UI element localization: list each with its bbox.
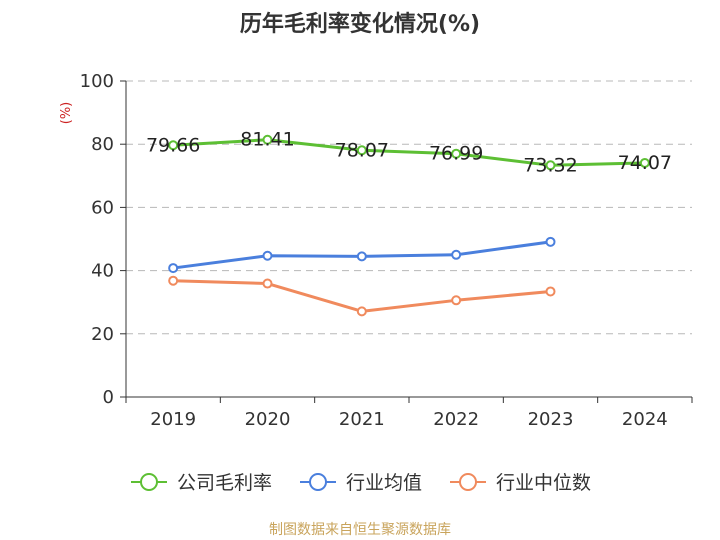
x-tick-label: 2021 — [339, 409, 385, 430]
data-point — [545, 236, 556, 247]
x-tick-label: 2020 — [245, 409, 291, 430]
data-point — [168, 275, 179, 286]
data-point — [356, 145, 367, 156]
line-chart: 0 20 40 60 80 100 2019 2020 2021 2022 2023 2024 79.… — [59, 71, 693, 430]
legend-label: 公司毛利率 — [176, 472, 272, 494]
data-point — [356, 251, 367, 262]
series-line — [173, 138, 645, 167]
grid-lines — [126, 80, 692, 335]
data-point — [262, 278, 273, 289]
y-tick-label: 20 — [91, 324, 114, 345]
x-tick-label: 2023 — [528, 409, 574, 430]
data-label: 73.32 — [523, 154, 577, 176]
legend-item[interactable]: 行业均值 — [298, 468, 422, 495]
legend-marker-circle — [139, 472, 158, 491]
axes: 0 20 40 60 80 100 2019 2020 2021 2022 2023 2024 — [80, 71, 693, 430]
y-axis-label: (%) — [59, 102, 74, 125]
data-point — [451, 148, 462, 159]
legend-label: 行业均值 — [345, 472, 422, 494]
data-label: 78.07 — [335, 139, 389, 161]
legend-item[interactable]: 行业中位数 — [448, 468, 591, 495]
series-2 — [168, 236, 556, 274]
data-point — [639, 157, 650, 168]
series-layer — [168, 134, 650, 317]
data-label: 74.07 — [618, 152, 672, 174]
data-point — [545, 286, 556, 297]
x-tick-label: 2024 — [622, 409, 668, 430]
y-tick-label: 40 — [91, 261, 114, 282]
data-point — [356, 306, 367, 317]
series-3 — [168, 275, 556, 317]
series-1 — [168, 134, 650, 171]
data-point — [168, 140, 179, 151]
data-point — [451, 249, 462, 260]
legend-item[interactable]: 公司毛利率 — [129, 468, 272, 495]
data-label: 79.66 — [146, 134, 200, 156]
y-tick-label: 0 — [103, 387, 114, 408]
source-note: 制图数据来自恒生聚源数据库 — [269, 522, 451, 538]
legend-marker-icon — [450, 472, 486, 491]
y-tick-label: 60 — [91, 197, 114, 218]
legend-marker-icon — [130, 472, 167, 491]
legend-marker-circle — [459, 472, 477, 491]
y-tick-label: 80 — [91, 134, 114, 155]
y-tick-label: 100 — [80, 71, 114, 92]
legend-marker-icon — [299, 472, 336, 491]
data-label: 76.99 — [429, 143, 483, 165]
data-point — [262, 134, 273, 145]
data-point — [262, 250, 273, 261]
legend: 公司毛利率 行业均值 行业中位数 — [0, 468, 720, 495]
data-labels: 79.66 81.41 78.07 76.99 73.32 74.07 — [146, 129, 672, 177]
chart-title: 历年毛利率变化情况(%) — [239, 12, 481, 37]
data-point — [168, 263, 179, 274]
legend-marker-circle — [308, 472, 327, 491]
data-label: 81.41 — [240, 129, 294, 151]
data-point — [545, 160, 556, 171]
x-tick-label: 2019 — [150, 409, 196, 430]
x-tick-label: 2022 — [433, 409, 479, 430]
data-point — [451, 295, 462, 306]
legend-label: 行业中位数 — [496, 472, 592, 494]
